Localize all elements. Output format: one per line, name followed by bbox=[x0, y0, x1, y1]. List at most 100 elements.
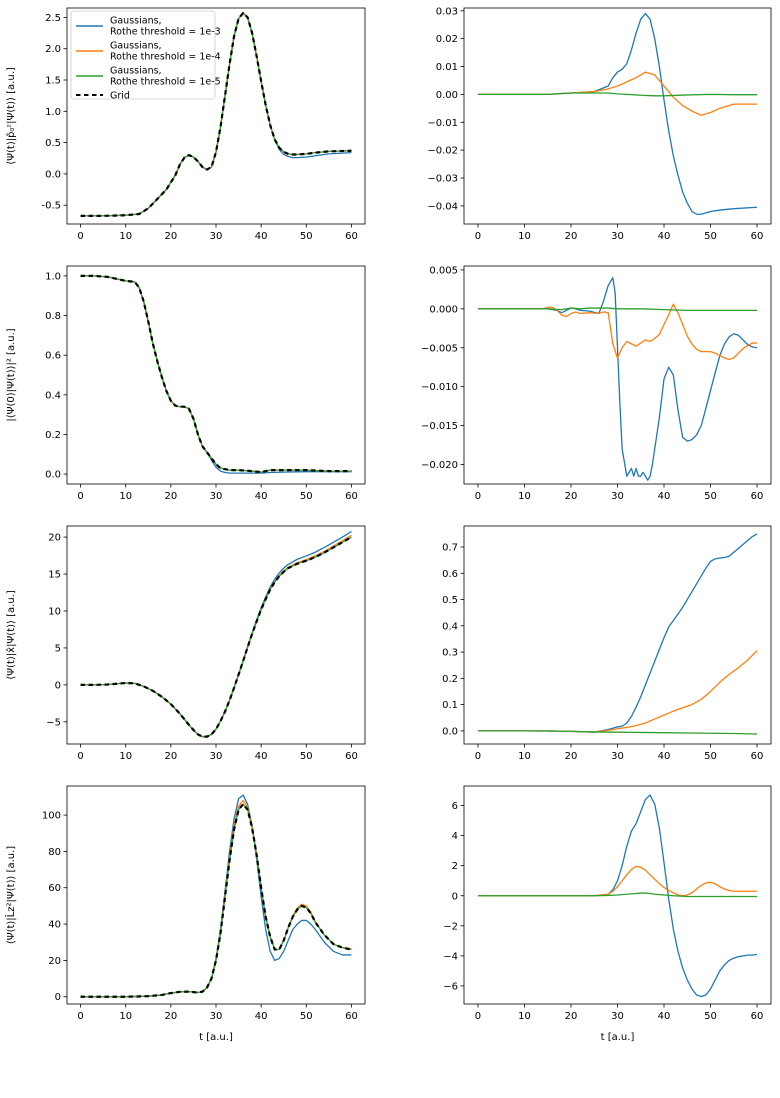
x-tick-label: 50 bbox=[300, 751, 313, 762]
series-line-orange bbox=[80, 799, 352, 998]
series-line-green bbox=[477, 307, 758, 312]
y-tick-label: −4 bbox=[443, 951, 458, 962]
series-line-grid bbox=[80, 11, 352, 217]
y-tick-label: 0.8 bbox=[45, 311, 61, 322]
legend-entry-text: Gaussians, bbox=[110, 66, 162, 77]
x-tick-label: 40 bbox=[658, 1011, 671, 1022]
x-tick-label: 40 bbox=[658, 751, 671, 762]
x-tick-label: 20 bbox=[565, 751, 578, 762]
x-tick-label: 60 bbox=[345, 751, 358, 762]
axes-frame bbox=[463, 265, 772, 485]
y-tick-label: −0.04 bbox=[427, 201, 458, 212]
x-tick-label: 60 bbox=[751, 1011, 764, 1022]
x-tick-label: 20 bbox=[565, 491, 578, 502]
y-tick-label: 6 bbox=[452, 801, 458, 812]
x-tick-label: 30 bbox=[210, 751, 223, 762]
y-tick-label: −2 bbox=[443, 921, 458, 932]
y-tick-label: −0.03 bbox=[427, 174, 458, 185]
x-tick-label: 0 bbox=[77, 1011, 83, 1022]
y-tick-label: 0.02 bbox=[436, 34, 458, 45]
axes-frame bbox=[463, 525, 772, 745]
series-line-grid bbox=[80, 536, 352, 738]
y-tick-label: 0.2 bbox=[442, 674, 458, 685]
x-tick-label: 60 bbox=[345, 1011, 358, 1022]
series-line-blue bbox=[80, 275, 352, 474]
y-tick-label: 0.00 bbox=[436, 90, 458, 101]
y-axis-label: ⟨Ψ(t)|x̂|Ψ(t)⟩ [a.u.] bbox=[5, 590, 17, 680]
y-tick-label: 1.0 bbox=[45, 107, 61, 118]
x-tick-label: 60 bbox=[751, 491, 764, 502]
series-line-orange bbox=[477, 303, 758, 361]
y-tick-label: −5 bbox=[46, 717, 61, 728]
y-axis-label: ⟨Ψ(t)|L̂z²|Ψ(t)⟩ [a.u.] bbox=[4, 846, 17, 944]
series-line-green bbox=[477, 730, 758, 735]
y-tick-label: −0.005 bbox=[421, 343, 458, 354]
y-tick-label: −0.02 bbox=[427, 146, 458, 157]
series-line-blue bbox=[80, 530, 352, 738]
axes-frame bbox=[66, 265, 366, 485]
y-tick-label: 2.0 bbox=[45, 44, 61, 55]
x-axis-label: t [a.u.] bbox=[199, 1032, 233, 1043]
legend-entry-text: Grid bbox=[110, 91, 130, 102]
y-axis-label: ⟨Ψ(t)|p̂₀ᶻ|Ψ(t)⟩ [a.u.] bbox=[5, 67, 17, 165]
y-tick-label: 0.4 bbox=[442, 621, 458, 632]
legend: Gaussians,Rothe threshold = 1e-3Gaussian… bbox=[70, 10, 221, 102]
series-line-orange bbox=[477, 865, 758, 897]
y-tick-label: 80 bbox=[48, 847, 61, 858]
series-line-orange bbox=[80, 275, 352, 473]
y-tick-label: 0.6 bbox=[45, 351, 61, 362]
x-tick-label: 60 bbox=[345, 231, 358, 242]
x-tick-label: 0 bbox=[77, 231, 83, 242]
plot-panel-row4-right: 0 10 20 30 40 50 60 −6 −4 −2 0 2 4 6 t [a.u.] bbox=[443, 785, 772, 1043]
x-tick-label: 20 bbox=[164, 231, 177, 242]
series-line-green bbox=[477, 92, 758, 97]
y-tick-label: 40 bbox=[48, 920, 61, 931]
series-line-green bbox=[477, 892, 758, 898]
x-tick-label: 60 bbox=[751, 751, 764, 762]
x-tick-label: 30 bbox=[611, 751, 624, 762]
x-tick-label: 20 bbox=[164, 751, 177, 762]
x-tick-label: 0 bbox=[77, 751, 83, 762]
x-tick-label: 0 bbox=[475, 231, 481, 242]
legend-entry-text: Rothe threshold = 1e-4 bbox=[110, 52, 221, 63]
y-tick-label: 0.5 bbox=[45, 138, 61, 149]
x-tick-label: 60 bbox=[345, 491, 358, 502]
x-tick-label: 10 bbox=[518, 231, 531, 242]
plot-panel-row1-left: 0 10 20 30 40 50 60 -0.5 0.0 0.5 1.0 1.5 2.0 2.5 ⟨Ψ(t)… bbox=[5, 7, 366, 242]
x-tick-label: 40 bbox=[658, 231, 671, 242]
y-tick-label: 0.4 bbox=[45, 390, 61, 401]
y-tick-label: 100 bbox=[42, 811, 61, 822]
y-tick-label: 0 bbox=[55, 680, 61, 691]
x-tick-label: 40 bbox=[658, 491, 671, 502]
x-tick-label: 40 bbox=[255, 491, 268, 502]
x-tick-label: 30 bbox=[611, 231, 624, 242]
y-tick-label: 4 bbox=[452, 831, 458, 842]
series-line-green bbox=[80, 803, 352, 998]
x-tick-label: 50 bbox=[704, 491, 717, 502]
plot-panel-row3-right: 0 10 20 30 40 50 60 0.0 0.1 0.2 0.3 0.4 0.5 0.6 0.7 bbox=[442, 525, 772, 762]
y-tick-label: -0.5 bbox=[41, 201, 61, 212]
y-tick-label: 0.03 bbox=[436, 6, 458, 17]
x-tick-label: 0 bbox=[77, 491, 83, 502]
series-line-green bbox=[80, 275, 352, 473]
y-tick-label: 0.0 bbox=[45, 169, 61, 180]
series-line-blue bbox=[477, 12, 758, 215]
y-tick-label: 0 bbox=[452, 891, 458, 902]
legend-entry-text: Rothe threshold = 1e-3 bbox=[110, 27, 221, 38]
y-tick-label: 60 bbox=[48, 883, 61, 894]
y-tick-label: −0.015 bbox=[421, 421, 458, 432]
y-tick-label: 0.005 bbox=[429, 265, 458, 276]
y-axis-label: |⟨Ψ(0)|Ψ(t)⟩|² [a.u.] bbox=[6, 328, 17, 421]
x-tick-label: 40 bbox=[255, 751, 268, 762]
y-tick-label: −0.020 bbox=[421, 460, 458, 471]
plot-panel-row3-left: 0 10 20 30 40 50 60 −5 0 5 10 15 20 ⟨Ψ(t)|x̂|Ψ(t)⟩ [a… bbox=[5, 525, 366, 762]
x-tick-label: 20 bbox=[164, 1011, 177, 1022]
y-tick-label: 15 bbox=[48, 570, 61, 581]
plot-panel-row1-right: 0 10 20 30 40 50 60 −0.04 −0.03 −0.02 −0.01 0.00 0.0… bbox=[427, 6, 772, 242]
x-tick-label: 10 bbox=[119, 1011, 132, 1022]
x-tick-label: 10 bbox=[518, 491, 531, 502]
y-tick-label: 0.01 bbox=[436, 62, 458, 73]
y-tick-label: 2 bbox=[452, 861, 458, 872]
x-tick-label: 40 bbox=[255, 231, 268, 242]
